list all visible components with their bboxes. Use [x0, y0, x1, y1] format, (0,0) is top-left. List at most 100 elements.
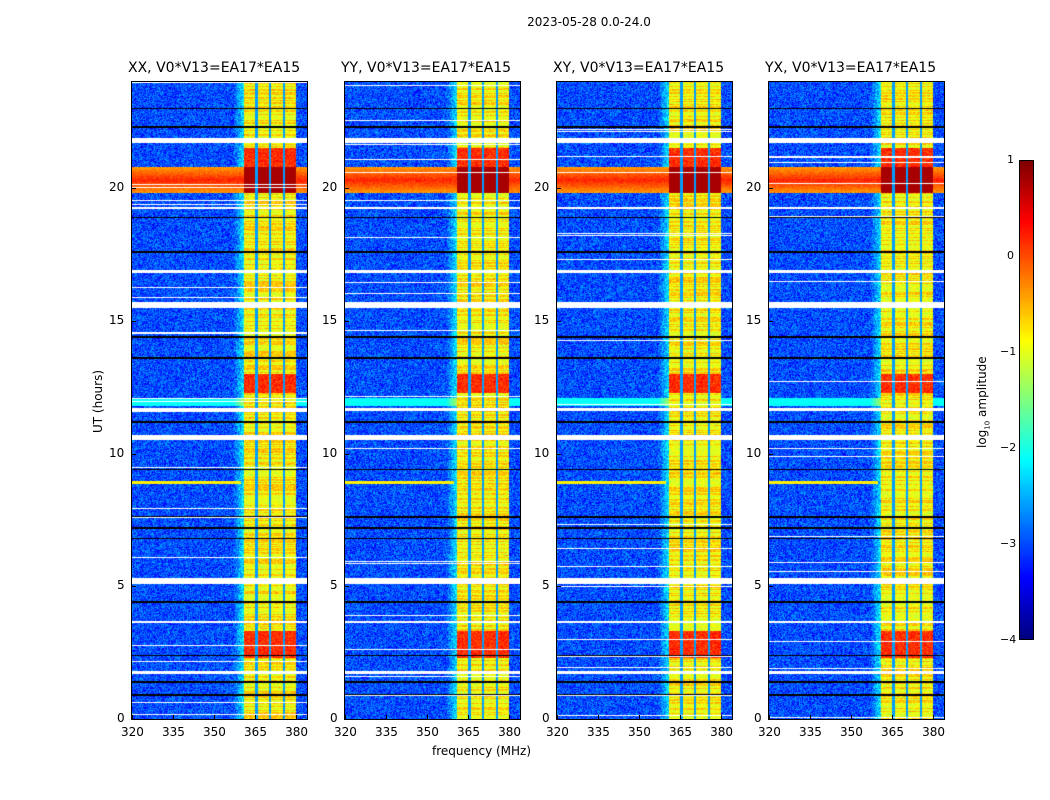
heatmap-cells: [769, 82, 944, 719]
y-tick-mark: [131, 719, 136, 720]
x-tick-mark: [509, 715, 511, 720]
y-tick-label: 20: [534, 180, 550, 195]
colorbar-tick-label: 0: [1007, 249, 1014, 262]
colorbar-tick-label: −3: [1000, 537, 1017, 550]
x-tick-label: 380: [498, 725, 521, 739]
y-tick-label: 20: [322, 180, 338, 195]
y-tick-label: 20: [109, 180, 125, 195]
heatmap-panel: [131, 81, 308, 720]
y-tick-mark: [768, 586, 773, 588]
y-tick-mark: [344, 719, 349, 720]
x-tick-mark: [173, 715, 175, 720]
x-tick-mark: [214, 715, 216, 720]
y-tick-label: 5: [330, 578, 338, 593]
heatmap-panel: [768, 81, 945, 720]
y-tick-label: 5: [542, 578, 550, 593]
x-tick-label: 365: [881, 725, 904, 739]
y-tick-mark: [556, 453, 561, 455]
colorbar: [1019, 160, 1034, 640]
y-tick-label: 0: [117, 711, 125, 725]
y-tick-mark: [344, 453, 349, 455]
y-tick-label: 0: [330, 711, 338, 725]
x-tick-label: 380: [922, 725, 945, 739]
y-tick-mark: [768, 320, 773, 322]
x-tick-mark: [598, 715, 600, 720]
x-tick-mark: [427, 715, 429, 720]
x-tick-label: 380: [285, 725, 308, 739]
y-tick-mark: [768, 453, 773, 455]
x-tick-mark: [680, 715, 682, 720]
y-tick-label: 15: [109, 312, 125, 327]
colorbar-tick-label: −1: [1000, 345, 1017, 358]
x-tick-label: 350: [416, 725, 439, 739]
y-tick-mark: [131, 453, 136, 455]
y-tick-mark: [131, 320, 136, 322]
colorbar-tick-label: 1: [1007, 153, 1014, 166]
panel-title: XX, V0*V13=EA17*EA15: [128, 60, 301, 76]
x-tick-label: 380: [710, 725, 733, 739]
heatmap-cells: [132, 82, 307, 719]
y-tick-mark: [768, 188, 773, 190]
x-tick-mark: [810, 715, 812, 720]
x-tick-mark: [933, 715, 935, 720]
x-tick-label: 335: [587, 725, 610, 739]
x-tick-mark: [721, 715, 723, 720]
x-tick-mark: [386, 715, 388, 720]
x-tick-label: 335: [799, 725, 822, 739]
x-tick-label: 350: [628, 725, 651, 739]
x-tick-mark: [255, 715, 257, 720]
y-tick-label: 5: [117, 578, 125, 593]
x-tick-mark: [892, 715, 894, 720]
colorbar-tick-label: −4: [1000, 633, 1017, 646]
heatmap-cells: [557, 82, 732, 719]
x-tick-label: 365: [244, 725, 267, 739]
colorbar-tick-label: −2: [1000, 441, 1017, 454]
x-tick-label: 365: [457, 725, 480, 739]
y-axis-label: UT (hours): [91, 369, 105, 433]
x-tick-label: 320: [121, 725, 144, 739]
x-tick-mark: [132, 715, 133, 720]
heatmap-panel: [556, 81, 733, 720]
x-tick-mark: [769, 715, 770, 720]
x-axis-label: frequency (MHz): [432, 744, 532, 758]
y-tick-mark: [556, 320, 561, 322]
y-tick-mark: [556, 719, 561, 720]
figure-suptitle: 2023-05-28 0.0-24.0: [527, 15, 651, 29]
y-tick-mark: [768, 719, 773, 720]
y-tick-mark: [556, 586, 561, 588]
x-tick-label: 335: [162, 725, 185, 739]
y-tick-label: 20: [746, 180, 762, 195]
heatmap-cells: [345, 82, 520, 719]
y-tick-label: 15: [534, 312, 550, 327]
x-tick-label: 350: [840, 725, 863, 739]
x-tick-mark: [639, 715, 641, 720]
y-tick-label: 10: [109, 445, 125, 460]
x-tick-mark: [851, 715, 853, 720]
y-tick-label: 5: [754, 578, 762, 593]
panel-title: XY, V0*V13=EA17*EA15: [553, 60, 725, 76]
x-tick-mark: [296, 715, 298, 720]
colorbar-label: log10 amplitude: [975, 356, 992, 448]
y-tick-label: 0: [542, 711, 550, 725]
y-tick-label: 10: [534, 445, 550, 460]
x-tick-mark: [468, 715, 470, 720]
x-tick-mark: [557, 715, 558, 720]
x-tick-label: 365: [669, 725, 692, 739]
y-tick-label: 10: [322, 445, 338, 460]
panel-title: YX, V0*V13=EA17*EA15: [765, 60, 937, 76]
y-tick-mark: [131, 188, 136, 190]
y-tick-mark: [344, 586, 349, 588]
y-tick-label: 0: [754, 711, 762, 725]
panel-title: YY, V0*V13=EA17*EA15: [341, 60, 512, 76]
y-tick-label: 15: [322, 312, 338, 327]
heatmap-panel: [344, 81, 521, 720]
x-tick-label: 320: [546, 725, 569, 739]
x-tick-label: 320: [758, 725, 781, 739]
y-tick-mark: [131, 586, 136, 588]
y-tick-mark: [344, 320, 349, 322]
y-tick-label: 15: [746, 312, 762, 327]
x-tick-label: 350: [203, 725, 226, 739]
x-tick-label: 320: [334, 725, 357, 739]
y-tick-label: 10: [746, 445, 762, 460]
